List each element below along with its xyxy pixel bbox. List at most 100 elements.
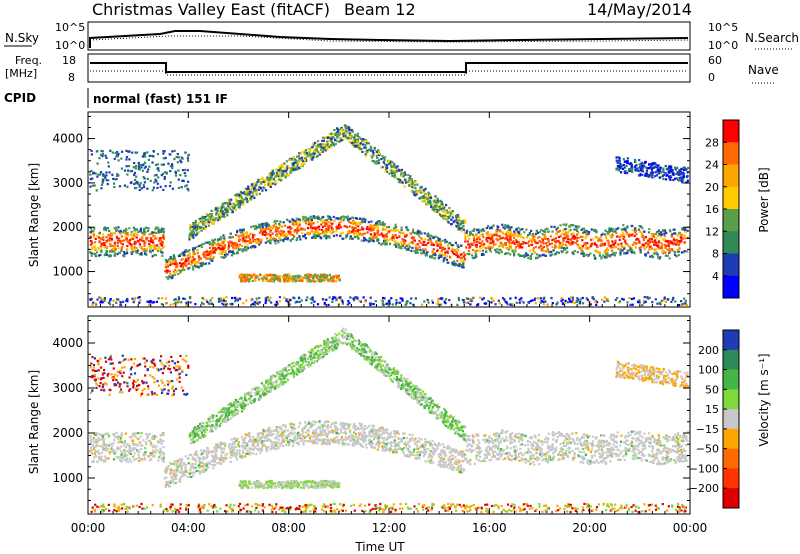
scatter-main-band [121,246,124,249]
scatter-late [669,178,672,181]
scatter-main-band [288,220,291,223]
scatter-main-band [299,238,302,241]
scatter-arch [421,197,424,200]
scatter-near-range [298,297,301,300]
scatter-main-band [352,226,355,229]
scatter-main-band [118,231,122,234]
scatter-arch [297,154,300,157]
scatter-low-patch [312,280,315,283]
scatter-low-patch [273,277,276,281]
scatter-near-range [177,301,180,304]
scatter-main-band [351,237,354,240]
scatter-arch [351,139,354,142]
scatter-main-band [274,222,277,225]
scatter-main-band [430,241,433,244]
scatter-main-band [306,219,309,222]
scatter-near-range [622,298,625,301]
scatter-near-range [155,300,158,303]
scatter-main-band [224,251,227,254]
scatter-arch [398,169,401,172]
scatter-main-band [479,247,482,250]
scatter-main-band [396,241,399,244]
scatter-early [184,185,187,188]
scatter-main-band [516,235,520,238]
scatter-main-band [580,252,583,255]
scatter-main-band [244,242,247,245]
scatter-early [147,158,150,161]
scatter-main-band [611,233,614,236]
scatter-early [162,188,165,191]
scatter-arch [213,219,216,222]
scatter-arch [454,215,458,218]
scatter-main-band [222,248,225,252]
scatter-arch [192,232,195,235]
scatter-main-band [472,237,476,240]
scatter-main-band [414,246,417,249]
scatter-main-band [326,215,330,218]
scatter-near-range [269,296,272,299]
scatter-near-range [409,302,412,305]
scatter-main-band [465,231,468,234]
scatter-main-band [279,236,282,239]
scatter-main-band [161,251,164,254]
scatter-near-range [536,297,539,300]
scatter-main-band [256,238,259,241]
scatter-arch [420,185,423,188]
scatter-main-band [504,237,507,240]
scatter-early [118,185,122,188]
scatter-main-band [609,234,612,237]
scatter-near-range [603,296,606,299]
scatter-main-band [134,241,137,244]
scatter-late [685,175,689,178]
scatter-arch [456,214,459,217]
scatter-near-range [651,301,654,304]
scatter-arch [226,210,230,213]
scatter-early [89,173,92,176]
scatter-arch [447,211,450,214]
scatter-near-range [119,301,122,304]
scatter-main-band [487,233,490,236]
scatter-low-patch [242,279,245,282]
scatter-late [682,168,686,172]
scatter-main-band [185,264,188,267]
scatter-arch [239,200,242,203]
scatter-near-range [568,299,571,302]
scatter-arch [244,191,248,194]
scatter-main-band [162,228,165,231]
scatter-low-patch [306,275,309,278]
scatter-early [117,152,120,155]
scatter-main-band [622,237,625,240]
scatter-main-band [594,257,597,260]
scatter-main-band [673,228,676,231]
scatter-arch [246,190,249,193]
scatter-late [676,166,679,169]
scatter-main-band [242,228,245,231]
scatter-main-band [404,233,407,237]
scatter-main-band [141,239,144,242]
scatter-main-band [249,246,252,249]
scatter-main-band [606,231,609,234]
scatter-arch [207,213,210,217]
scatter-main-band [258,243,261,246]
scatter-main-band [324,234,327,237]
scatter-arch [298,158,301,161]
scatter-main-band [494,229,498,232]
scatter-arch [280,170,283,173]
scatter-early [144,165,147,168]
scatter-main-band [505,236,508,239]
scatter-near-range [225,302,228,306]
scatter-main-band [623,235,626,239]
scatter-main-band [653,248,656,251]
scatter-main-band [241,229,244,232]
scatter-arch [254,188,258,191]
scatter-main-band [395,228,398,231]
scatter-main-band [395,245,398,248]
scatter-arch [361,143,365,146]
scatter-early [114,178,117,181]
scatter-main-band [241,250,244,253]
scatter-main-band [657,229,660,232]
scatter-early [133,171,136,174]
scatter-main-band [541,254,544,257]
scatter-arch [257,179,260,183]
scatter-low-patch [246,278,249,281]
